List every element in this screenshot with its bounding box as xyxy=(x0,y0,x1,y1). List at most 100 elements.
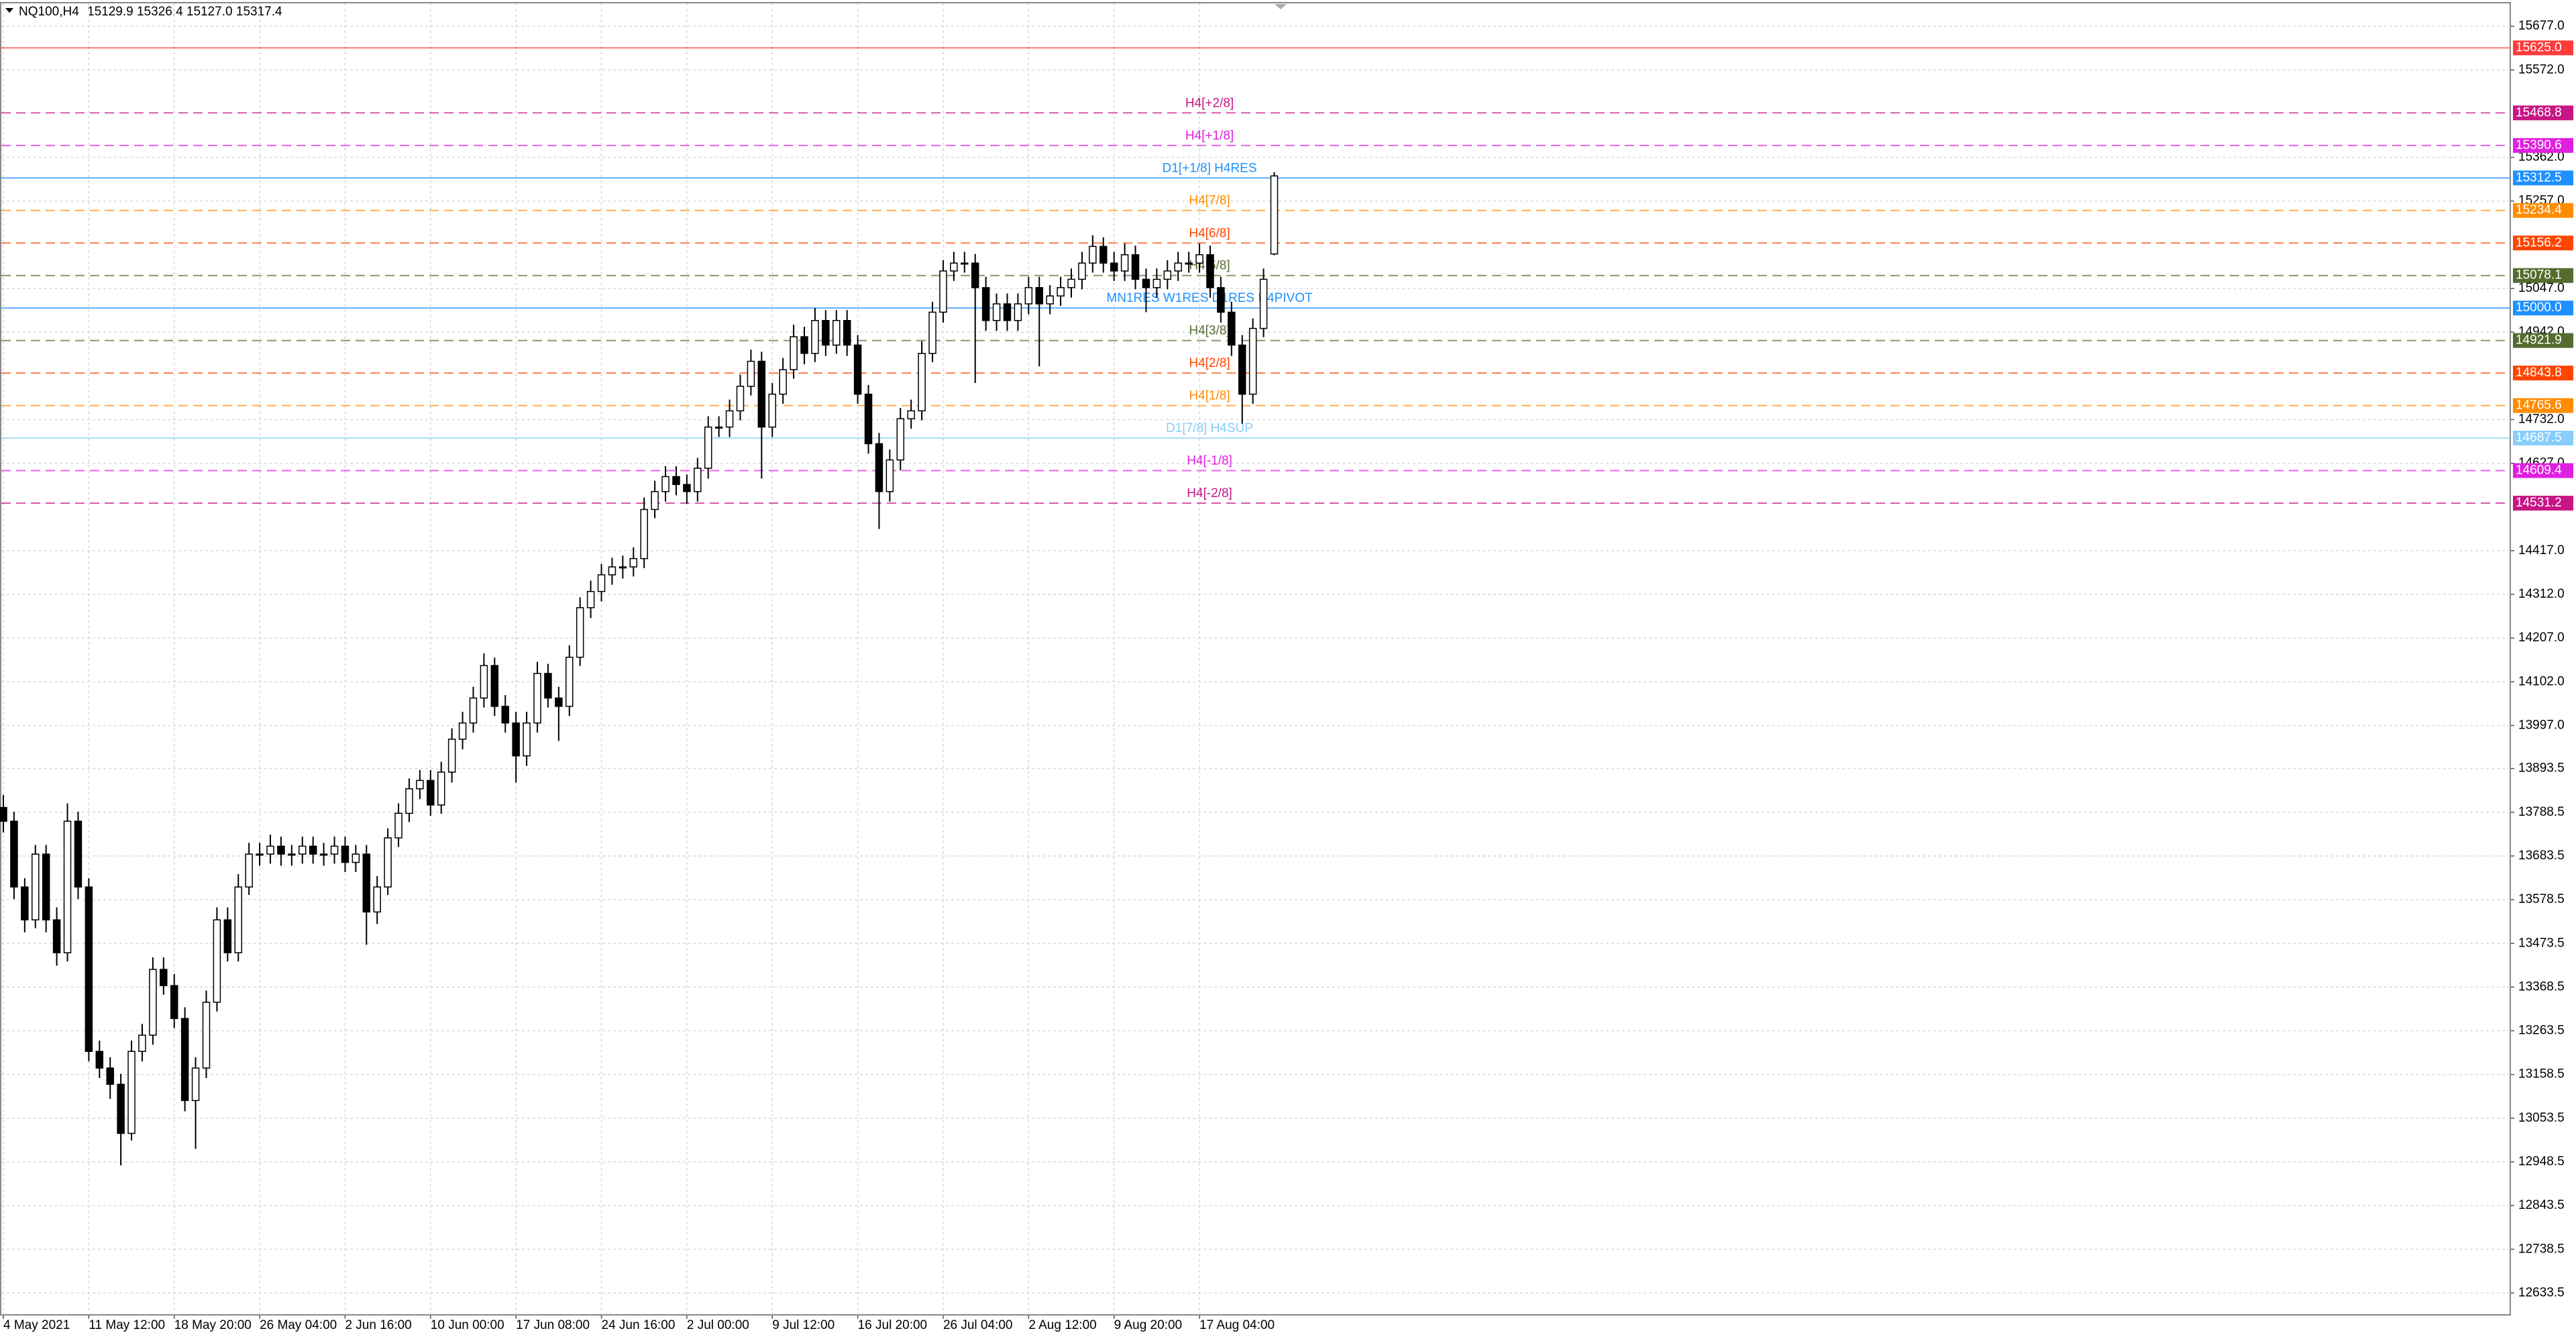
candle-body xyxy=(1174,262,1182,272)
y-tick-label: 14312.0 xyxy=(2518,587,2565,601)
candle-body xyxy=(704,426,712,469)
candle-body xyxy=(52,919,61,953)
candle-body xyxy=(939,270,947,313)
candle-body xyxy=(576,607,584,658)
candle-body xyxy=(747,360,755,387)
y-tick-label: 12633.5 xyxy=(2518,1285,2565,1299)
candle-body xyxy=(458,722,467,740)
candle-body xyxy=(907,410,915,419)
y-tick-label: 14732.0 xyxy=(2518,412,2565,426)
y-tick-label: 13683.5 xyxy=(2518,849,2565,863)
candle-body xyxy=(1228,311,1236,346)
candle-body xyxy=(1152,278,1161,288)
x-tick-label: 9 Jul 12:00 xyxy=(772,1318,835,1332)
candle-body xyxy=(992,303,1001,321)
candle-body xyxy=(566,656,574,707)
candle-body xyxy=(74,820,83,888)
chart-symbol: NQ100,H4 xyxy=(19,5,79,19)
candle-body xyxy=(213,919,221,1003)
candle-body xyxy=(672,476,680,485)
candle-body xyxy=(1120,254,1129,272)
level-text: H4[6/8] xyxy=(1189,226,1230,240)
plot-frame xyxy=(0,2,2511,1316)
candle-body xyxy=(790,336,798,370)
level-text: D1[7/8] H4SUP xyxy=(1166,421,1253,435)
candle-body xyxy=(330,845,339,855)
candle-body xyxy=(138,1034,146,1053)
level-tag-label: 14765.6 xyxy=(2516,398,2562,413)
candle-body xyxy=(1248,327,1257,395)
candle-body xyxy=(95,1051,104,1069)
candle-body xyxy=(480,665,488,699)
candle-body xyxy=(725,410,734,428)
x-tick-label: 17 Aug 04:00 xyxy=(1199,1318,1275,1332)
candle-body xyxy=(1024,287,1033,305)
candle-body xyxy=(447,739,456,773)
chart-quote: 15129.9 15326.4 15127.0 15317.4 xyxy=(87,5,282,19)
candle-body xyxy=(42,853,50,920)
level-tag-label: 15312.5 xyxy=(2516,170,2562,184)
candle-body xyxy=(234,886,242,953)
level-tag-label: 15000.0 xyxy=(2516,301,2562,315)
candle-body xyxy=(384,837,392,888)
level-tag xyxy=(2513,333,2573,348)
candle-body xyxy=(63,820,72,953)
y-tick-label: 15047.0 xyxy=(2518,281,2565,295)
candle-body xyxy=(309,845,317,855)
candle-body xyxy=(597,574,606,592)
candle-body xyxy=(1035,287,1043,305)
candle-body xyxy=(341,845,350,863)
candle-body xyxy=(629,557,638,568)
candle-body xyxy=(394,812,402,839)
level-tag xyxy=(2513,203,2573,218)
y-tick-label: 15677.0 xyxy=(2518,19,2565,33)
level-tag-label: 15078.1 xyxy=(2516,268,2562,282)
candle-body xyxy=(640,508,648,559)
level-tag xyxy=(2513,40,2573,56)
x-tick-label: 2 Jun 16:00 xyxy=(345,1318,411,1332)
x-tick-label: 26 Jul 04:00 xyxy=(943,1318,1013,1332)
y-tick-label: 13997.0 xyxy=(2518,718,2565,732)
candle-body xyxy=(266,845,274,855)
x-tick-label: 17 Jun 08:00 xyxy=(516,1318,590,1332)
candle-body xyxy=(950,262,958,272)
level-tag xyxy=(2513,301,2573,316)
candle-body xyxy=(822,320,830,346)
candle-body xyxy=(608,566,616,576)
candle-body xyxy=(501,706,509,724)
candle-body xyxy=(1206,254,1214,288)
candle-body xyxy=(127,1051,136,1134)
x-tick-label: 18 May 20:00 xyxy=(174,1318,252,1332)
level-tag xyxy=(2513,398,2573,413)
level-tag xyxy=(2513,138,2573,153)
x-tick-label: 16 Jul 20:00 xyxy=(858,1318,928,1332)
candle-body xyxy=(32,853,40,920)
candle-body xyxy=(1270,175,1279,255)
x-tick-label: 9 Aug 20:00 xyxy=(1114,1318,1182,1332)
candle-body xyxy=(683,484,691,492)
candle-body xyxy=(1142,278,1150,288)
symbol-menu-arrow[interactable] xyxy=(5,8,13,13)
level-text: H4[+2/8] xyxy=(1185,96,1234,110)
candle-body xyxy=(170,985,178,1019)
candle-body xyxy=(352,853,360,863)
candle-body xyxy=(223,919,232,953)
x-tick-label: 2 Jul 00:00 xyxy=(687,1318,749,1332)
x-tick-label: 24 Jun 16:00 xyxy=(602,1318,676,1332)
candle-body xyxy=(1131,254,1140,280)
level-text: D1[+1/8] H4RES xyxy=(1163,161,1257,175)
level-tag xyxy=(2513,431,2573,446)
candle-body xyxy=(299,845,307,855)
candle-body xyxy=(245,853,253,888)
level-tag-label: 15156.2 xyxy=(2516,235,2562,250)
level-text: H4[7/8] xyxy=(1189,194,1230,208)
level-tag-label: 15390.6 xyxy=(2516,138,2562,152)
candle-body xyxy=(437,771,445,806)
x-tick-label: 4 May 2021 xyxy=(3,1318,70,1332)
candle-body xyxy=(1003,303,1012,321)
candle-body xyxy=(373,886,381,913)
candle-body xyxy=(1217,287,1225,313)
level-tag xyxy=(2513,105,2573,121)
candle-body xyxy=(1046,295,1054,305)
